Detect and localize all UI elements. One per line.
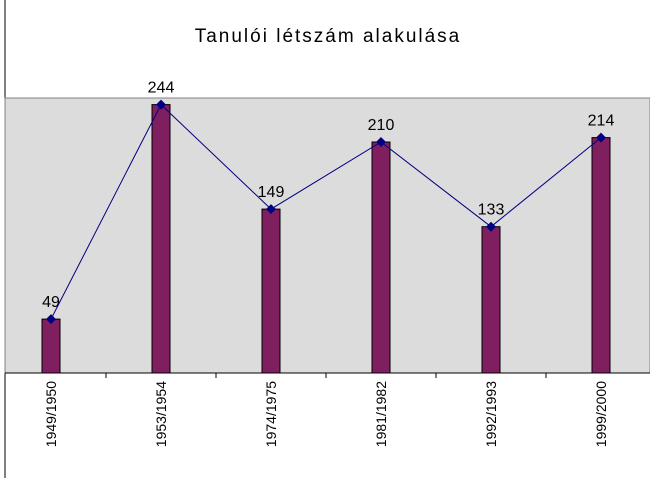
chart-title: Tanulói létszám alakulása [195,26,462,47]
marker [486,221,496,232]
line [50,103,602,320]
x-tick-label: 1992/1993 [483,381,499,447]
x-tick-label: 1981/1982 [373,381,389,447]
bar [41,318,61,374]
bar [261,208,281,374]
data-label: 133 [478,202,505,219]
marker [596,132,606,143]
bar [371,141,391,374]
data-label: 210 [368,117,395,134]
x-tick-label: 1949/1950 [43,381,59,447]
marker [266,204,276,215]
bar [481,226,501,374]
x-tick-label: 1974/1975 [263,381,279,447]
plot-area [4,97,650,374]
data-label: 244 [148,80,175,97]
marker [46,314,56,325]
data-label: 49 [42,294,60,311]
marker [376,137,386,147]
bar [591,137,611,374]
x-tick-label: 1953/1954 [153,381,169,447]
data-label: 214 [588,113,615,130]
bar [151,104,171,374]
data-label: 149 [258,184,285,201]
marker [156,99,166,110]
x-tick-label: 1999/2000 [593,381,609,447]
